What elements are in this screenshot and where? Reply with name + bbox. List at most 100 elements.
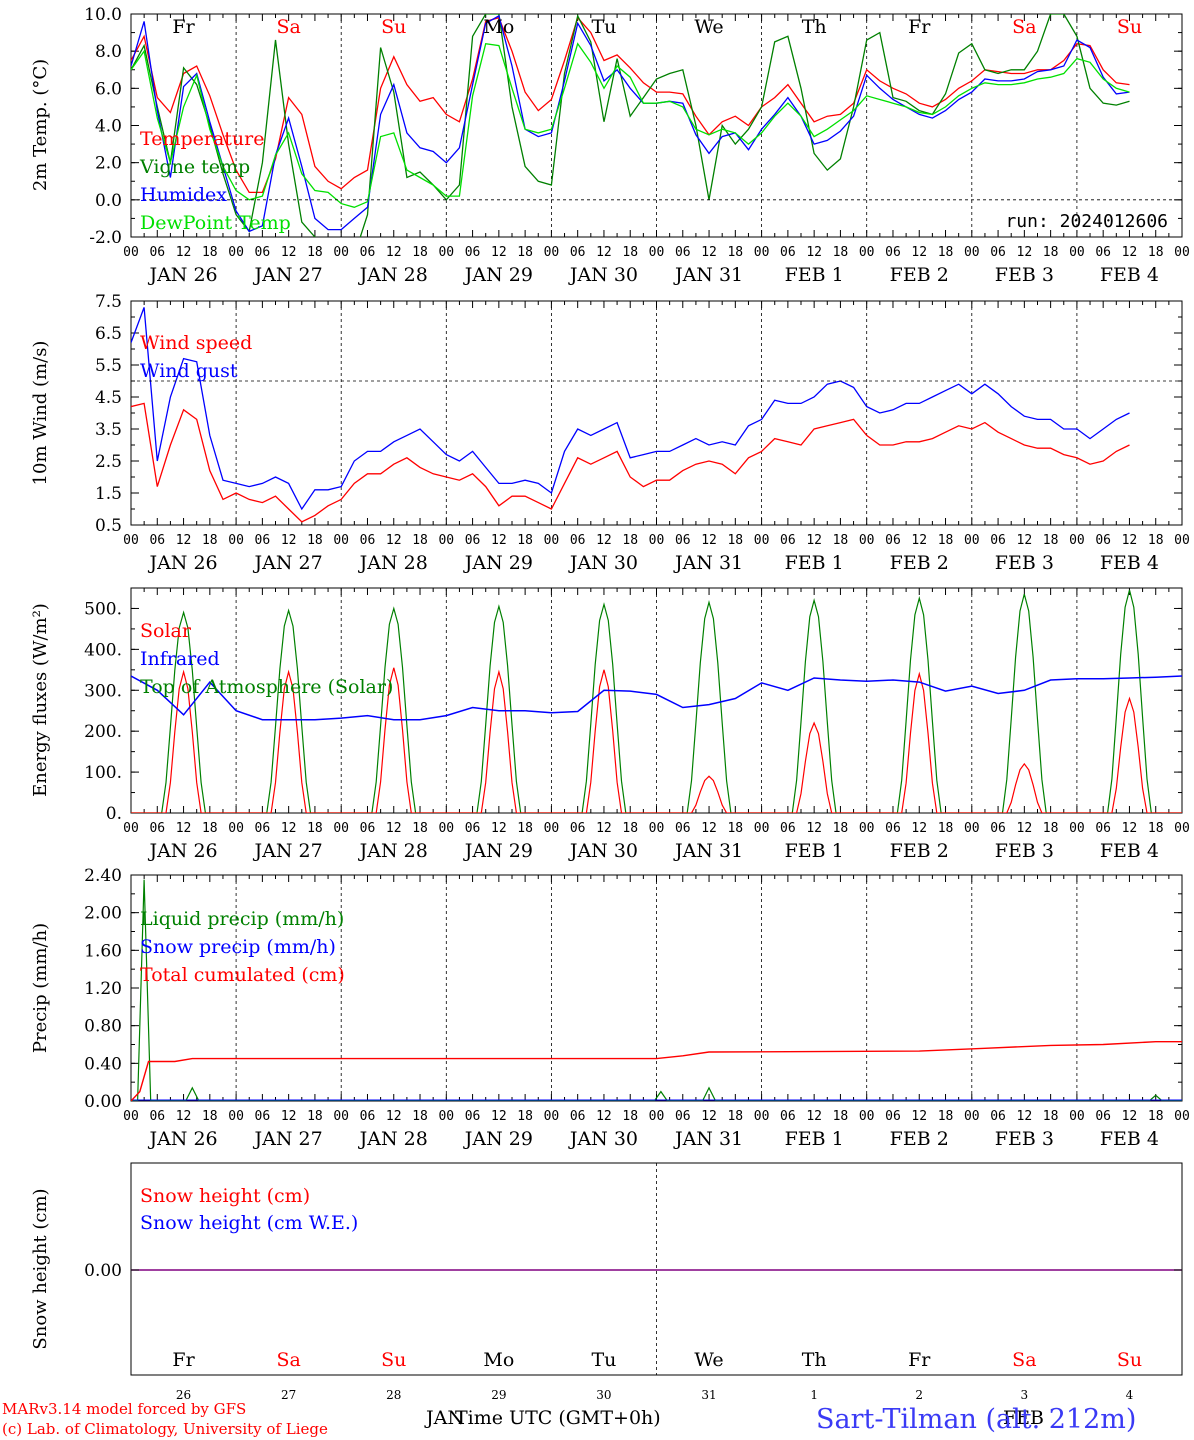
hour-tick-label: 18 [517, 1109, 533, 1124]
hour-tick-label: 12 [176, 533, 192, 548]
y-tick-label: 2.5 [95, 452, 122, 472]
hour-tick-label: 18 [622, 1109, 638, 1124]
hour-tick-label: 06 [780, 1109, 796, 1124]
hour-tick-label: 00 [123, 1109, 139, 1124]
hour-tick-label: 06 [465, 1109, 481, 1124]
legend-entry: Humidex [140, 184, 227, 206]
hour-tick-label: 12 [1122, 1109, 1138, 1124]
series-line-2 [131, 14, 1130, 237]
hour-tick-label: 18 [833, 821, 849, 836]
legend-entry: Top of Atmosphere (Solar) [140, 676, 393, 698]
hour-tick-label: 06 [465, 533, 481, 548]
hour-tick-label: 06 [990, 821, 1006, 836]
hour-tick-label: 06 [149, 533, 165, 548]
hour-tick-label: 12 [911, 533, 927, 548]
weekday-label: Mo [483, 16, 514, 38]
date-label: JAN 31 [673, 264, 743, 286]
hour-tick-label: 18 [833, 245, 849, 260]
hour-tick-label: 06 [885, 1109, 901, 1124]
date-label: JAN 28 [358, 1128, 428, 1150]
date-label: JAN 29 [463, 264, 533, 286]
plot-frame [130, 300, 1183, 526]
series-line-4 [131, 42, 1130, 208]
hour-tick-label: 00 [754, 821, 770, 836]
hour-tick-label: 00 [1069, 245, 1085, 260]
legend-entry: Vigne temp [139, 156, 250, 178]
hour-tick-label: 06 [255, 821, 271, 836]
y-tick-label: 300. [84, 681, 122, 701]
y-tick-label: 4.5 [95, 388, 122, 408]
weekday-label: Sa [276, 16, 300, 38]
date-label: JAN 29 [463, 552, 533, 574]
hour-tick-label: 12 [491, 821, 507, 836]
date-label: JAN 26 [147, 1128, 217, 1150]
weekday-label: Tu [591, 16, 616, 38]
hour-tick-label: 00 [1174, 245, 1190, 260]
hour-tick-label: 18 [412, 821, 428, 836]
weekday-label: Tu [591, 1349, 616, 1371]
y-tick-label: 0.5 [95, 516, 122, 536]
hour-tick-label: 00 [649, 245, 665, 260]
hour-tick-label: 06 [780, 533, 796, 548]
hour-tick-label: 18 [307, 245, 323, 260]
hour-tick-label: 12 [386, 533, 402, 548]
series-line-infrared [131, 675, 1182, 721]
date-label: FEB 1 [785, 552, 844, 574]
hour-tick-label: 18 [1148, 533, 1164, 548]
y-tick-label: 400. [84, 640, 122, 660]
hour-tick-label: 12 [596, 533, 612, 548]
hour-tick-label: 06 [675, 821, 691, 836]
weekday-label: Fr [908, 16, 931, 38]
hour-tick-label: 18 [1043, 1109, 1059, 1124]
y-tick-label: 0.80 [84, 1017, 122, 1037]
hour-tick-label: 06 [465, 821, 481, 836]
y-tick-label: 0.0 [95, 191, 122, 211]
hour-tick-label: 18 [938, 533, 954, 548]
hour-tick-label: 18 [727, 1109, 743, 1124]
hour-tick-label: 12 [701, 245, 717, 260]
y-tick-label: 6.5 [95, 324, 122, 344]
hour-tick-label: 18 [307, 533, 323, 548]
date-label: JAN 27 [253, 1128, 323, 1150]
weekday-label: Th [802, 1349, 827, 1371]
hour-tick-label: 12 [281, 1109, 297, 1124]
series-line-3 [131, 14, 1130, 233]
hour-tick-label: 18 [202, 533, 218, 548]
hour-tick-label: 18 [622, 821, 638, 836]
y-tick-label: 200. [84, 722, 122, 742]
date-label: JAN 30 [568, 840, 638, 862]
hour-tick-label: 18 [412, 245, 428, 260]
hour-tick-label: 18 [202, 821, 218, 836]
legend-entry: Snow precip (mm/h) [140, 936, 336, 958]
hour-tick-label: 00 [544, 821, 560, 836]
month-label-feb: FEB [1003, 1407, 1044, 1429]
y-tick-label: 2.0 [95, 154, 122, 174]
y-tick-label: 100. [84, 763, 122, 783]
hour-tick-label: 18 [727, 821, 743, 836]
hour-tick-label: 18 [1148, 821, 1164, 836]
legend-entry: Liquid precip (mm/h) [140, 908, 344, 930]
date-label: FEB 2 [890, 1128, 949, 1150]
hour-tick-label: 06 [990, 245, 1006, 260]
hour-tick-label: 06 [675, 1109, 691, 1124]
hour-tick-label: 12 [701, 533, 717, 548]
day-number: 4 [1126, 1388, 1134, 1402]
legend-entry: Temperature [140, 128, 264, 150]
hour-tick-label: 12 [386, 1109, 402, 1124]
weekday-label: Sa [276, 1349, 300, 1371]
hour-tick-label: 12 [596, 245, 612, 260]
date-label: JAN 31 [673, 1128, 743, 1150]
hour-tick-label: 12 [281, 821, 297, 836]
hour-tick-label: 06 [465, 245, 481, 260]
hour-tick-label: 12 [1017, 1109, 1033, 1124]
hour-tick-label: 00 [333, 821, 349, 836]
hour-tick-label: 12 [806, 533, 822, 548]
y-tick-label: 4.0 [95, 117, 122, 137]
series-group [131, 589, 1182, 813]
hour-tick-label: 12 [701, 821, 717, 836]
hour-tick-label: 00 [859, 821, 875, 836]
panel-3: 00 06 12 18 00 06 12 18 00 06 12 18 00 06 12 18 00 06 12 18… [30, 587, 1190, 862]
date-label: FEB 4 [1100, 552, 1159, 574]
y-tick-label: 7.5 [95, 292, 122, 312]
